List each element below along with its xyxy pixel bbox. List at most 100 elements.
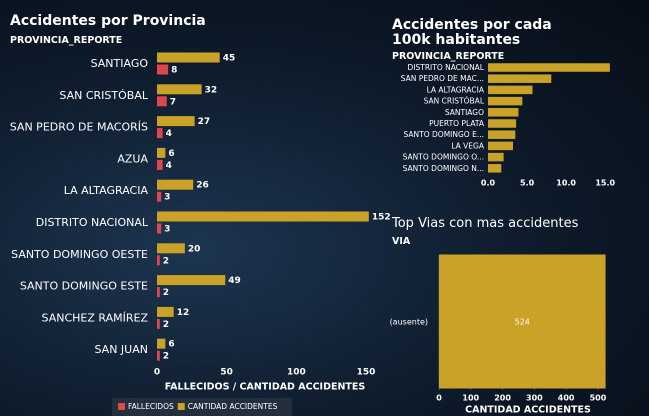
x-tick-label: 0 xyxy=(436,394,442,403)
bar xyxy=(157,287,160,298)
y-tick-label: (ausente) xyxy=(390,318,428,327)
y-tick-label: SANTO DOMINGO E... xyxy=(404,130,484,139)
y-tick-label: SANTIAGO xyxy=(445,108,484,117)
x-tick-label: 50 xyxy=(220,368,233,378)
x-tick-label: 10.0 xyxy=(556,179,576,188)
bar xyxy=(157,128,163,139)
data-label: 27 xyxy=(198,117,211,127)
bar xyxy=(488,119,517,128)
data-label: 4 xyxy=(166,129,172,139)
legend-label: FALLECIDOS xyxy=(128,402,174,411)
bar xyxy=(157,52,220,63)
bar xyxy=(157,275,226,286)
data-label: 2 xyxy=(163,352,169,362)
axis-title: PROVINCIA_REPORTE xyxy=(10,35,123,46)
bar xyxy=(157,306,174,317)
y-tick-label: LA VEGA xyxy=(451,141,485,150)
data-label: 32 xyxy=(205,85,218,95)
bar xyxy=(157,223,162,234)
legend-box xyxy=(112,398,292,416)
data-label: 26 xyxy=(196,181,209,191)
x-tick-label: 400 xyxy=(558,394,575,403)
bar xyxy=(488,96,523,106)
x-tick-label: 200 xyxy=(494,394,511,403)
x-tick-label: 100 xyxy=(287,368,306,378)
legend-swatch xyxy=(118,403,125,410)
y-tick-label: SAN CRISTÓBAL xyxy=(59,89,148,102)
y-tick-label: SAN CRISTÓBAL xyxy=(424,97,485,106)
y-tick-label: PUERTO PLATA xyxy=(429,119,485,128)
bar xyxy=(157,318,160,329)
x-tick-label: 100 xyxy=(462,394,479,403)
y-tick-label: AZUA xyxy=(117,152,148,165)
y-tick-label: SAN PEDRO DE MAC... xyxy=(401,74,484,83)
data-label: 12 xyxy=(177,308,190,318)
y-tick-label: SANTO DOMINGO N... xyxy=(403,164,484,173)
bar xyxy=(157,159,163,170)
y-tick-label: SANTO DOMINGO OESTE xyxy=(11,248,148,261)
data-label: 524 xyxy=(515,318,530,327)
bar xyxy=(157,84,202,95)
data-label: 20 xyxy=(188,244,201,254)
chart-title: Accidentes por Provincia xyxy=(10,13,206,29)
x-tick-label: 0.0 xyxy=(481,179,496,188)
bar xyxy=(488,164,502,173)
bar xyxy=(488,130,516,139)
data-label: 4 xyxy=(166,161,172,171)
y-tick-label: SANCHEZ RAMÍREZ xyxy=(42,311,149,324)
axis-title: VIA xyxy=(392,236,411,247)
data-label: 152 xyxy=(372,213,391,223)
bar xyxy=(157,255,160,266)
data-label: 3 xyxy=(164,225,170,235)
y-tick-label: SANTO DOMINGO O... xyxy=(403,153,484,162)
data-label: 6 xyxy=(168,340,174,350)
y-tick-label: SANTIAGO xyxy=(91,57,149,70)
chart-title: Accidentes por cada 100k habitantes xyxy=(392,17,552,48)
y-tick-label: SAN PEDRO DE MACORÍS xyxy=(10,121,148,134)
bar xyxy=(157,147,166,158)
data-label: 8 xyxy=(171,66,177,76)
bar xyxy=(157,211,369,222)
y-tick-label: DISTRITO NACIONAL xyxy=(407,63,484,72)
x-tick-label: 150 xyxy=(357,368,376,378)
bar xyxy=(157,64,169,75)
bar xyxy=(488,74,552,83)
bar xyxy=(157,179,194,190)
legend-label: CANTIDAD ACCIDENTES xyxy=(188,402,278,411)
bar xyxy=(157,350,160,361)
data-label: 45 xyxy=(223,54,236,64)
bar xyxy=(488,152,504,162)
data-label: 3 xyxy=(164,193,170,203)
x-tick-label: 0 xyxy=(154,368,160,378)
bar xyxy=(157,96,167,107)
bar xyxy=(439,254,606,389)
y-tick-label: LA ALTAGRACIA xyxy=(427,85,485,94)
bar xyxy=(488,108,519,117)
data-label: 2 xyxy=(163,256,169,266)
axis-title: FALLECIDOS / CANTIDAD ACCIDENTES xyxy=(165,382,366,393)
bar xyxy=(157,116,195,127)
chart-title: Top Vias con mas accidentes xyxy=(392,216,579,231)
axis-title: PROVINCIA_REPORTE xyxy=(392,51,505,62)
data-label: 2 xyxy=(163,288,169,298)
legend-swatch xyxy=(177,403,185,410)
y-tick-label: SAN JUAN xyxy=(95,343,149,356)
bar xyxy=(157,338,166,349)
axis-title: CANTIDAD ACCIDENTES xyxy=(465,405,591,416)
y-tick-label: LA ALTAGRACIA xyxy=(64,184,149,197)
x-tick-label: 15.0 xyxy=(595,179,615,188)
bar xyxy=(157,243,185,254)
x-tick-label: 5.0 xyxy=(520,179,535,188)
x-tick-label: 500 xyxy=(590,394,607,403)
bar xyxy=(488,141,513,151)
y-tick-label: DISTRITO NACIONAL xyxy=(36,216,149,229)
bar xyxy=(488,63,610,72)
data-label: 49 xyxy=(228,276,241,286)
data-label: 6 xyxy=(168,149,174,159)
bar xyxy=(157,191,162,202)
data-label: 2 xyxy=(163,320,169,330)
y-tick-label: SANTO DOMINGO ESTE xyxy=(20,280,148,293)
bar xyxy=(488,85,533,95)
